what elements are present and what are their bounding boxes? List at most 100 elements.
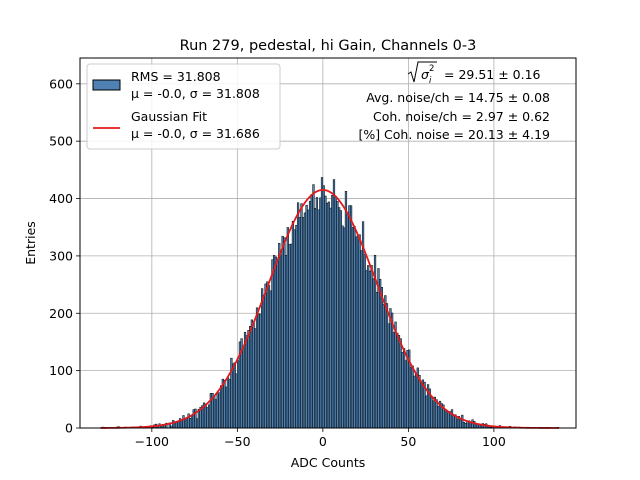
histogram-bar bbox=[331, 195, 334, 429]
histogram-bar bbox=[445, 410, 448, 429]
histogram-bar bbox=[190, 415, 194, 429]
y-axis-label: Entries bbox=[23, 221, 38, 265]
histogram-bar bbox=[469, 422, 472, 429]
histogram-bar bbox=[339, 210, 342, 429]
histogram-bar bbox=[387, 323, 390, 429]
histogram-bar bbox=[346, 212, 349, 429]
histogram-bar bbox=[189, 417, 192, 429]
histogram-bar bbox=[216, 393, 219, 429]
histogram-bar bbox=[213, 395, 216, 429]
histogram-bar bbox=[361, 221, 365, 429]
x-tick-label: 0 bbox=[319, 434, 327, 449]
histogram-bar bbox=[204, 403, 207, 429]
histogram-bar bbox=[262, 295, 265, 429]
histogram-bar bbox=[284, 255, 288, 429]
histogram-bar bbox=[396, 332, 399, 429]
histogram-bar bbox=[336, 201, 339, 429]
histogram-bar bbox=[444, 409, 447, 429]
histogram-bar bbox=[254, 328, 257, 429]
histogram-bar bbox=[343, 227, 346, 429]
histogram-bar bbox=[273, 255, 276, 429]
y-tick-label: 200 bbox=[49, 306, 73, 321]
annotation-sigma: σ 2 i = 29.51 ± 0.16 bbox=[407, 61, 541, 86]
histogram-bar bbox=[418, 374, 421, 429]
histogram-bar bbox=[295, 225, 298, 429]
histogram-bar bbox=[225, 386, 228, 429]
histogram-bar bbox=[459, 419, 462, 429]
histogram-bar bbox=[432, 400, 435, 429]
x-tick-label: 50 bbox=[400, 434, 416, 449]
histogram-bar bbox=[370, 265, 373, 429]
histogram-bar bbox=[276, 260, 279, 429]
histogram-bar bbox=[303, 212, 307, 429]
y-tick-label: 300 bbox=[49, 248, 73, 263]
histogram-bar bbox=[322, 185, 325, 429]
annotation-sigma-value: = 29.51 ± 0.16 bbox=[444, 67, 541, 82]
histogram-bar bbox=[286, 227, 289, 429]
histogram-bar bbox=[283, 237, 286, 429]
histogram-bar bbox=[338, 207, 341, 429]
histogram-bar bbox=[356, 234, 360, 429]
histogram-bar bbox=[223, 379, 226, 429]
histogram-bar bbox=[413, 375, 416, 429]
annotation-coh-noise: Coh. noise/ch = 2.97 ± 0.62 bbox=[373, 109, 550, 124]
histogram-bar bbox=[435, 399, 438, 429]
histogram-bar bbox=[341, 225, 344, 429]
histogram-bar bbox=[249, 325, 252, 429]
histogram-bar bbox=[456, 418, 459, 429]
histogram-bar bbox=[288, 244, 291, 429]
histogram-bar bbox=[250, 319, 253, 429]
histogram-bar bbox=[245, 335, 248, 429]
histogram-bar bbox=[409, 366, 413, 429]
histogram-bar bbox=[332, 179, 336, 429]
histogram-bar bbox=[206, 407, 209, 429]
histogram-bar bbox=[384, 295, 387, 429]
histogram-bar bbox=[464, 423, 467, 429]
histogram-bar bbox=[447, 411, 450, 429]
histogram-bar bbox=[312, 184, 315, 429]
histogram-bar bbox=[461, 414, 464, 429]
histogram-bar bbox=[302, 217, 305, 429]
histogram-bar bbox=[278, 242, 281, 429]
histogram-bar bbox=[320, 177, 324, 429]
histogram-bar bbox=[172, 420, 175, 429]
histogram-bar bbox=[266, 281, 269, 429]
histogram-bar bbox=[291, 220, 295, 429]
histogram-bar bbox=[315, 197, 318, 429]
y-tick-label: 500 bbox=[49, 134, 73, 149]
y-tick-label: 0 bbox=[65, 421, 73, 436]
legend-fit-label: Gaussian Fit bbox=[131, 109, 207, 124]
histogram-bar bbox=[389, 308, 392, 429]
histogram-bar bbox=[208, 404, 211, 429]
histogram-bar bbox=[329, 207, 332, 429]
histogram-bar bbox=[300, 203, 303, 429]
histogram-bar bbox=[365, 270, 368, 429]
x-tick-label: 100 bbox=[482, 434, 506, 449]
histogram-bar bbox=[344, 191, 348, 429]
histogram-bar bbox=[327, 201, 330, 429]
histogram-bar bbox=[252, 321, 255, 429]
legend-fit-stats: μ = -0.0, σ = 31.686 bbox=[131, 126, 260, 141]
histogram-bar bbox=[391, 312, 394, 429]
histogram-bar bbox=[379, 278, 382, 429]
histogram-bar bbox=[462, 421, 466, 429]
histogram-bar bbox=[326, 202, 329, 429]
histogram-bar bbox=[377, 268, 380, 429]
sqrt-symbol bbox=[407, 61, 437, 83]
histogram-bar bbox=[437, 405, 440, 429]
y-axis-ticks: 0 100 200 300 400 500 600 bbox=[49, 76, 80, 436]
histogram-bar bbox=[308, 200, 312, 429]
histogram-bar bbox=[242, 348, 245, 429]
histogram-bar bbox=[406, 349, 409, 429]
y-tick-label: 400 bbox=[49, 191, 73, 206]
histogram-bar bbox=[235, 373, 238, 429]
histogram-bar bbox=[360, 250, 363, 429]
histogram-bar bbox=[375, 291, 378, 429]
x-axis-ticks: −100 −50 0 50 100 bbox=[135, 428, 506, 449]
histogram-bar bbox=[261, 288, 264, 429]
histogram-bar bbox=[471, 419, 474, 429]
histogram-bar bbox=[274, 256, 277, 429]
histogram-bar bbox=[233, 362, 236, 429]
sigma-subscript: i bbox=[429, 76, 432, 86]
